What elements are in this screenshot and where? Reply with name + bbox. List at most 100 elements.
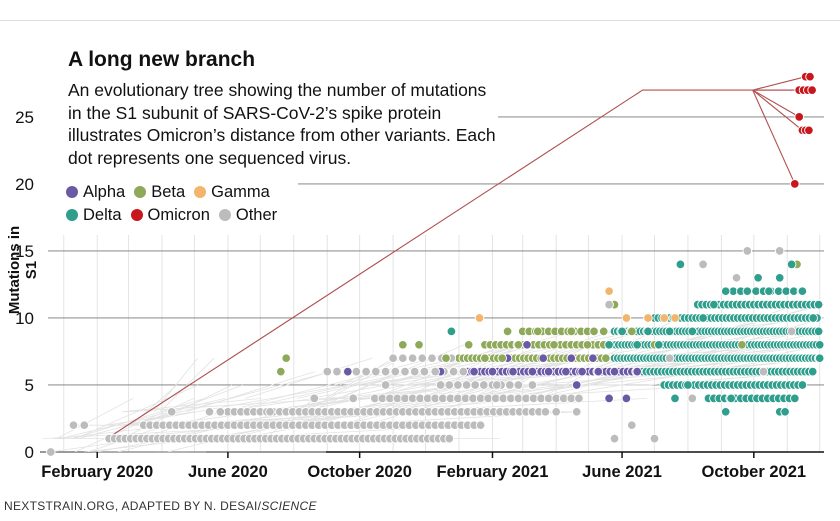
legend-swatch-alpha: [66, 186, 78, 199]
tree-branch: [325, 357, 394, 399]
data-point-other: [427, 353, 437, 363]
data-point-delta: [632, 340, 642, 350]
y-axis-label: Mutations in S1: [6, 225, 40, 315]
data-point-alpha: [632, 366, 642, 377]
data-point-delta: [720, 407, 731, 417]
data-point-other: [513, 380, 524, 390]
tree-branch: [411, 344, 669, 386]
tree-branch: [686, 304, 796, 346]
legend-swatch-other: [218, 208, 231, 221]
data-point-other: [309, 393, 320, 404]
data-point-alpha: [571, 380, 582, 390]
data-point-other: [479, 380, 489, 390]
data-point-other: [444, 433, 455, 444]
data-point-other: [204, 407, 215, 417]
tree-branch: [387, 344, 521, 386]
tree-branch: [186, 371, 315, 413]
data-point-other: [419, 366, 430, 377]
data-point-other: [475, 420, 486, 430]
legend-label-omicron: Omicron: [147, 205, 210, 224]
data-point-beta: [598, 326, 609, 337]
data-point-other: [627, 420, 637, 430]
data-point-delta: [720, 286, 731, 296]
data-point-alpha: [593, 366, 604, 377]
data-point-other: [731, 273, 742, 283]
tree-branch: [135, 384, 244, 426]
data-point-other: [388, 353, 398, 363]
top-divider: [0, 20, 840, 21]
data-point-alpha: [604, 393, 614, 404]
data-point-gamma: [643, 313, 653, 323]
legend-item-alpha: Alpha: [66, 181, 125, 204]
data-point-delta: [726, 393, 736, 404]
data-point-delta: [790, 393, 800, 404]
x-tick-label: June 2020: [188, 463, 268, 481]
tree-branch: [355, 384, 433, 399]
source-prefix: NEXTSTRAIN.ORG, ADAPTED BY N. DESAI/: [4, 499, 262, 513]
data-point-beta: [414, 340, 424, 350]
y-tick-label: 15: [15, 242, 34, 261]
data-point-other: [46, 447, 56, 457]
data-point-beta: [502, 326, 513, 337]
omicron-subbranch: [752, 76, 806, 91]
legend-swatch-gamma: [194, 186, 207, 199]
data-point-other: [361, 366, 371, 377]
data-point-beta: [276, 366, 286, 377]
data-point-alpha: [588, 353, 598, 363]
data-point-omicron: [790, 179, 800, 189]
data-point-beta: [497, 353, 507, 363]
data-point-delta: [683, 380, 693, 390]
data-points: [46, 71, 825, 457]
data-point-other: [687, 393, 698, 404]
data-point-alpha: [561, 366, 571, 377]
data-point-gamma: [670, 313, 680, 323]
data-point-alpha: [469, 366, 479, 377]
data-point-omicron: [804, 125, 814, 136]
y-tick-label: 25: [15, 108, 34, 127]
data-point-other: [571, 407, 582, 417]
tree-branch: [245, 357, 373, 399]
data-point-delta: [774, 273, 785, 283]
legend-swatch-delta: [66, 208, 78, 221]
data-point-other: [774, 246, 785, 256]
data-point-delta: [742, 286, 753, 296]
data-point-beta: [281, 353, 291, 363]
data-point-delta: [764, 286, 774, 296]
tree-branch: [384, 357, 592, 399]
legend-label-delta: Delta: [83, 205, 122, 224]
data-point-delta: [643, 326, 653, 337]
data-point-other: [68, 420, 79, 430]
data-point-other: [417, 353, 428, 363]
tree-branch: [519, 357, 680, 399]
data-point-other: [448, 366, 459, 377]
data-point-alpha: [508, 366, 518, 377]
data-point-other: [435, 380, 446, 390]
data-point-other: [79, 420, 90, 430]
legend-label-other: Other: [235, 205, 278, 224]
data-point-other: [453, 380, 463, 390]
tree-branch: [646, 330, 825, 372]
data-point-beta: [463, 340, 474, 350]
x-tick-label: June 2021: [582, 463, 662, 481]
y-tick-label: 0: [25, 443, 34, 462]
data-point-delta: [797, 380, 808, 390]
legend-label-gamma: Gamma: [211, 183, 270, 201]
tree-branch: [310, 357, 543, 399]
data-point-other: [492, 380, 502, 390]
data-point-beta: [737, 340, 747, 350]
omicron-subbranch: [752, 89, 800, 118]
data-point-beta: [627, 326, 637, 337]
axes: 0 5 10 15 20 25 February 2020 June 2020 October …: [15, 108, 806, 481]
data-point-delta: [814, 353, 825, 363]
data-point-other: [398, 353, 408, 363]
data-point-delta: [698, 313, 708, 323]
x-tick-label: October 2021: [702, 463, 807, 481]
chart-title: A long new branch: [68, 48, 256, 71]
legend-item-omicron: Omicron: [130, 204, 210, 227]
data-point-alpha: [527, 366, 538, 377]
data-point-other: [786, 326, 797, 337]
tree-branch: [501, 357, 746, 399]
data-point-alpha: [577, 366, 587, 377]
tree-branch: [539, 357, 785, 399]
data-point-delta: [675, 259, 686, 270]
